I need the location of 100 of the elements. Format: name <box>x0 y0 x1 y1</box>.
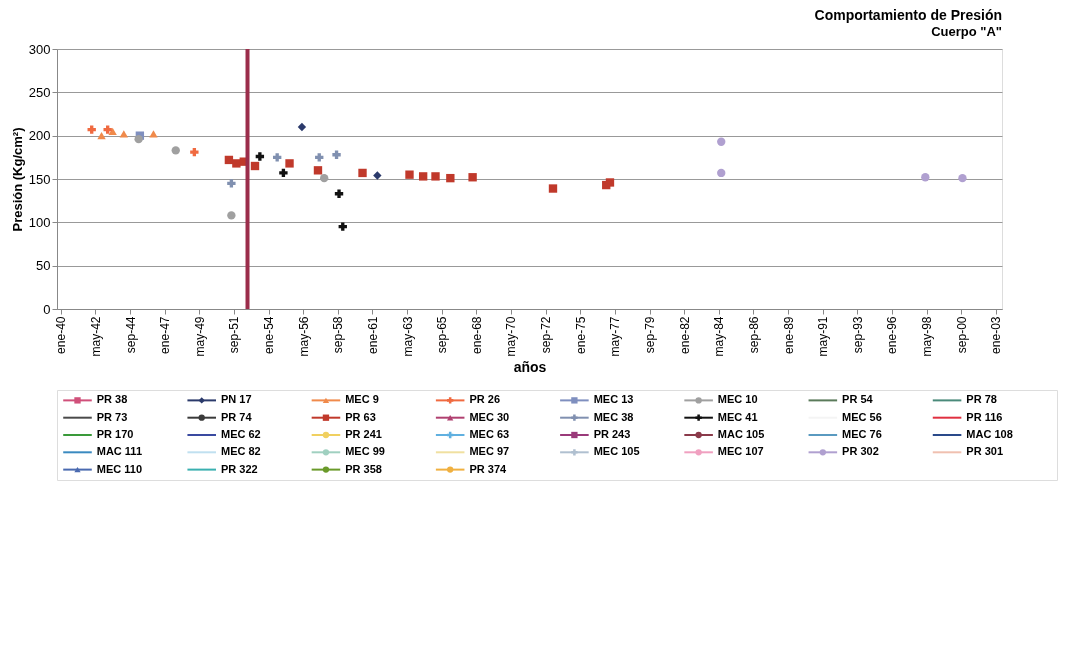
point <box>313 166 323 175</box>
x-tick-label: may-98 <box>920 316 935 357</box>
legend-label: MAC 111 <box>96 445 142 458</box>
chart-subtitle: Cuerpo "A" <box>931 24 1002 39</box>
point <box>255 152 265 161</box>
point <box>446 173 455 183</box>
x-tick-label: sep-93 <box>850 316 865 354</box>
legend-label: PR 374 <box>469 462 507 475</box>
point <box>279 168 288 178</box>
legend-label: PR 241 <box>345 428 382 440</box>
x-tick-label: ene-75 <box>573 316 588 354</box>
point <box>190 147 199 157</box>
point <box>717 168 726 178</box>
point <box>149 130 158 138</box>
x-tick-label: sep-65 <box>435 316 450 354</box>
x-tick-label: may-70 <box>504 316 519 357</box>
x-tick-label: ene-68 <box>469 316 484 354</box>
legend-label: PR 243 <box>593 428 631 440</box>
x-tick-label: ene-61 <box>365 316 380 354</box>
y-tick-label: 0 <box>43 301 51 317</box>
x-tick-label: may-84 <box>712 316 727 357</box>
legend-label: PR 73 <box>96 410 128 423</box>
y-tick-label: 150 <box>28 171 51 187</box>
point <box>431 172 440 181</box>
legend-label: MAC 105 <box>717 428 765 440</box>
legend-label: PR 170 <box>96 428 134 440</box>
legend-label: MEC 107 <box>717 445 764 458</box>
point <box>405 170 414 179</box>
x-tick-label: ene-54 <box>262 316 277 354</box>
point <box>958 173 967 183</box>
x-tick-label: sep-72 <box>539 316 554 354</box>
x-tick-label: ene-82 <box>677 316 692 354</box>
point <box>332 150 341 159</box>
point <box>97 132 106 140</box>
x-tick-label: may-77 <box>608 316 623 357</box>
chart-title: Comportamiento de Presión <box>814 7 1002 23</box>
point <box>103 125 112 134</box>
point <box>373 171 382 180</box>
point <box>921 173 930 182</box>
x-tick-label: may-63 <box>400 316 415 357</box>
legend-label: MEC 82 <box>220 445 261 458</box>
legend-label: PR 38 <box>96 393 128 406</box>
legend-label: PR 26 <box>469 393 500 406</box>
point <box>338 222 347 231</box>
legend-label: MAC 108 <box>966 428 1013 440</box>
legend-label: PR 116 <box>966 410 1003 423</box>
legend-label: PR 358 <box>345 462 382 475</box>
point <box>87 125 96 134</box>
point <box>320 173 329 183</box>
y-tick-label: 300 <box>28 41 51 57</box>
x-axis-title: años <box>513 358 547 375</box>
point <box>227 211 236 220</box>
x-tick-label: sep-86 <box>746 316 761 354</box>
point <box>171 146 180 155</box>
y-axis-title: Presión (Kg/cm²) <box>9 127 25 232</box>
point <box>334 189 344 198</box>
point <box>285 159 294 168</box>
point <box>227 179 236 188</box>
x-tick-label: may-91 <box>816 316 831 357</box>
x-tick-label: may-56 <box>296 316 311 357</box>
x-tick-label: may-42 <box>88 316 103 357</box>
legend-label: MEC 13 <box>593 393 634 406</box>
legend-label: PR 54 <box>842 393 874 406</box>
y-tick-label: 250 <box>28 84 51 100</box>
point <box>272 153 282 162</box>
point <box>250 161 260 171</box>
legend-label: MEC 9 <box>345 393 379 406</box>
legend-label: PR 74 <box>220 410 253 423</box>
x-tick-label: sep-58 <box>331 316 346 354</box>
legend-label: MEC 97 <box>469 445 510 458</box>
point <box>418 172 428 181</box>
legend-label: PR 78 <box>966 393 997 406</box>
legend-label: PR 301 <box>966 445 1004 458</box>
point <box>605 178 615 187</box>
x-tick-label: sep-79 <box>643 316 657 354</box>
x-tick-label: ene-03 <box>989 316 1004 354</box>
y-tick-label: 100 <box>28 214 51 230</box>
x-tick-label: sep-51 <box>227 316 242 354</box>
y-tick-label: 200 <box>28 128 51 144</box>
x-tick-label: ene-89 <box>781 316 796 354</box>
point <box>297 122 307 132</box>
legend-label: PR 322 <box>220 462 258 475</box>
legend-label: PN 17 <box>220 393 252 406</box>
legend-label: MEC 76 <box>842 428 882 440</box>
y-tick-label: 50 <box>36 258 51 274</box>
x-tick-label: sep-00 <box>954 316 969 354</box>
x-tick-label: ene-47 <box>158 316 173 354</box>
point <box>358 168 367 178</box>
legend-label: MEC 105 <box>593 445 640 458</box>
point <box>717 137 726 146</box>
point <box>548 184 558 193</box>
point <box>315 153 324 162</box>
legend-label: MEC 30 <box>469 410 510 423</box>
legend-label: MEC 38 <box>593 410 634 423</box>
legend-label: MEC 99 <box>345 445 385 458</box>
legend-label: PR 63 <box>345 410 376 423</box>
legend-label: MEC 63 <box>469 428 510 440</box>
legend-label: PR 302 <box>842 445 879 458</box>
x-tick-label: ene-96 <box>885 316 900 354</box>
legend-label: MEC 110 <box>96 462 142 475</box>
